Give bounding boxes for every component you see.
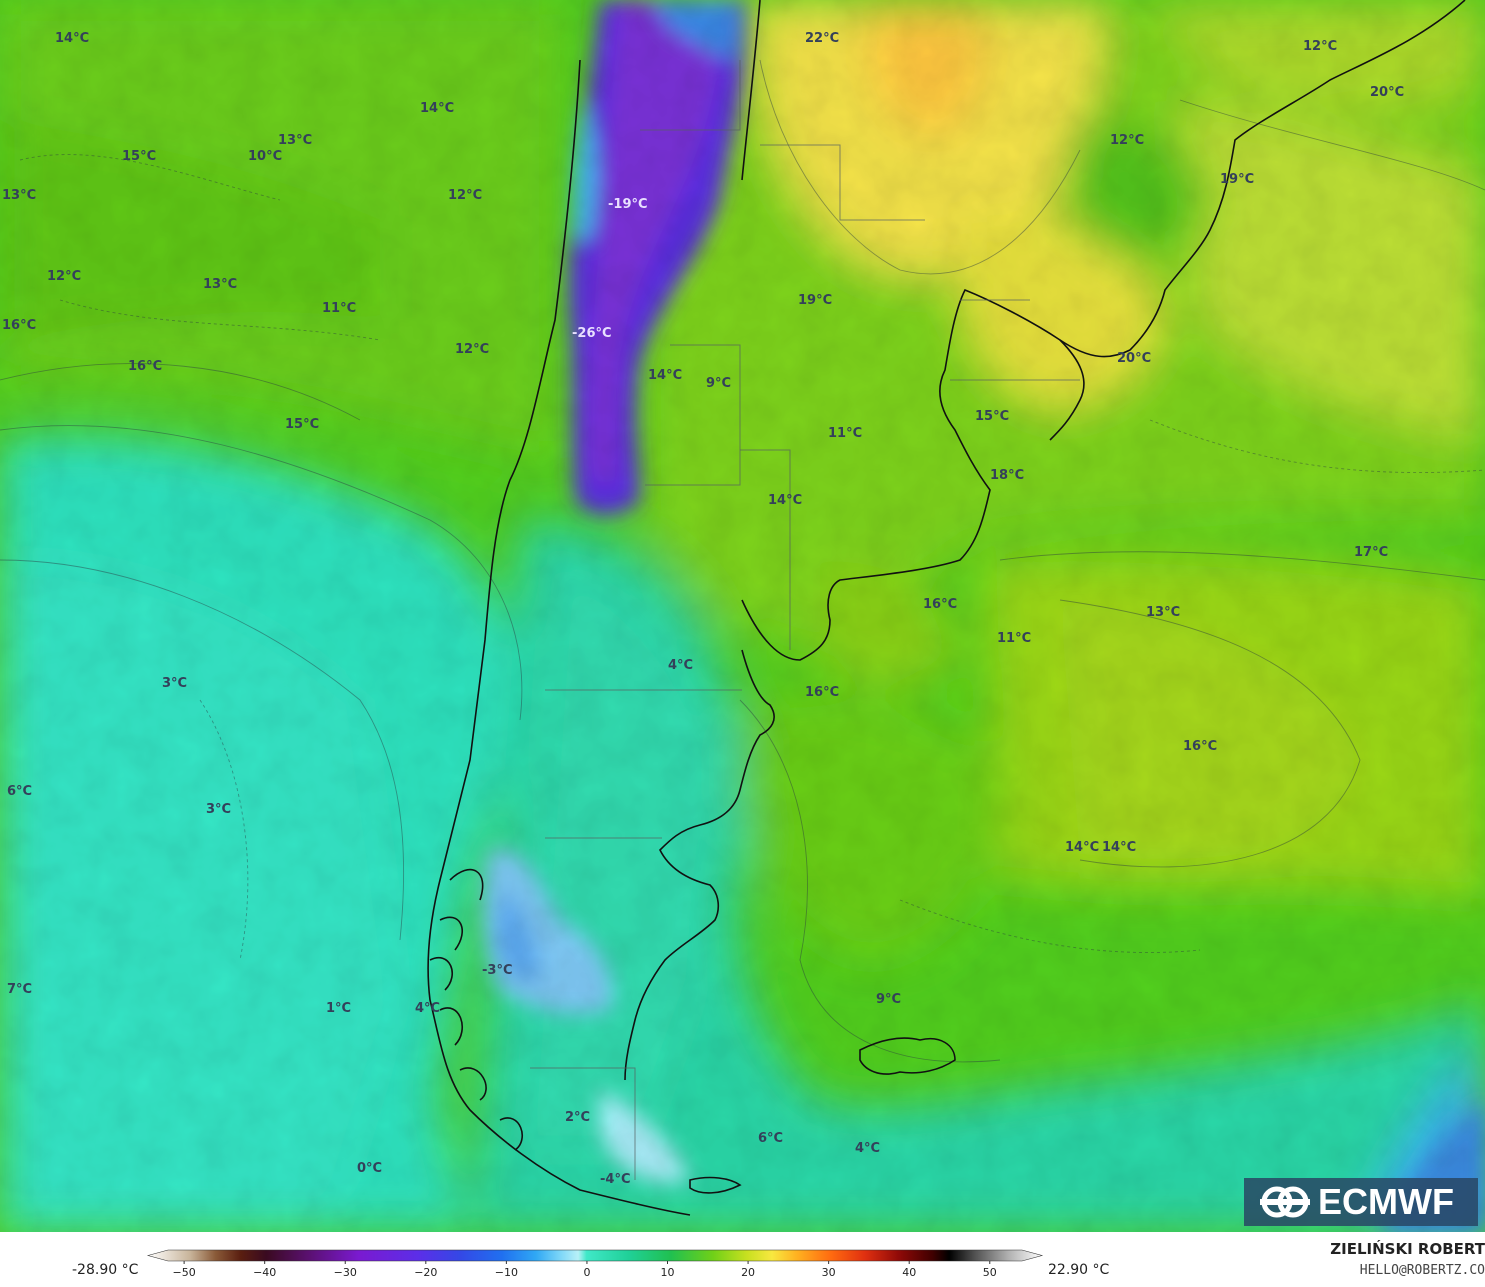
scale-tick-label: 50 — [983, 1266, 997, 1279]
temp-label: 20°C — [1117, 351, 1151, 366]
temp-label: 4°C — [415, 1001, 440, 1016]
temp-label: 16°C — [1183, 739, 1217, 754]
temp-label: 15°C — [975, 409, 1009, 424]
temp-label: 22°C — [805, 31, 839, 46]
temp-label: 1°C — [326, 1001, 351, 1016]
temp-label: 12°C — [47, 269, 81, 284]
temp-label: 10°C — [248, 149, 282, 164]
temp-label: 18°C — [990, 468, 1024, 483]
scale-tick-label: −50 — [173, 1266, 196, 1279]
ecmwf-logo: ECMWF — [1244, 1178, 1478, 1226]
temp-label: 20°C — [1370, 85, 1404, 100]
temp-label: 7°C — [7, 982, 32, 997]
temp-label: 13°C — [2, 188, 36, 203]
temperature-map: 14°C 14°C 13°C 15°C 10°C 13°C 12°C 12°C … — [0, 0, 1485, 1232]
temp-label: 3°C — [162, 676, 187, 691]
color-scale-bar: −50 −40 −30 −20 −10 0 10 20 30 40 50 — [146, 1249, 1044, 1279]
temp-label: 6°C — [7, 784, 32, 799]
color-scale-gradient — [146, 1249, 1044, 1262]
temp-label: 19°C — [1220, 172, 1254, 187]
temp-label: 11°C — [322, 301, 356, 316]
temp-label: 9°C — [706, 376, 731, 391]
temp-label: 16°C — [128, 359, 162, 374]
temp-label: 16°C — [923, 597, 957, 612]
temp-label: 14°C — [55, 31, 89, 46]
scale-tick-label: −30 — [334, 1266, 357, 1279]
ecmwf-logo-icon — [1260, 1186, 1310, 1218]
temp-label: 11°C — [828, 426, 862, 441]
temp-label: 14°C — [1102, 840, 1136, 855]
min-temperature-label: -28.90 °C — [72, 1262, 139, 1278]
temp-label: 12°C — [1303, 39, 1337, 54]
temp-label: 14°C — [768, 493, 802, 508]
province-borders — [530, 60, 1080, 1180]
temp-label: 3°C — [206, 802, 231, 817]
temp-label: -3°C — [482, 963, 512, 978]
scale-tick-label: 40 — [902, 1266, 916, 1279]
temp-label: 14°C — [1065, 840, 1099, 855]
temperature-field — [0, 0, 1485, 1232]
temp-label: 16°C — [2, 318, 36, 333]
temp-label: 12°C — [1110, 133, 1144, 148]
temp-label: 13°C — [203, 277, 237, 292]
temp-label: 9°C — [876, 992, 901, 1007]
temp-label: 11°C — [997, 631, 1031, 646]
temp-label: 13°C — [1146, 605, 1180, 620]
max-temperature-label: 22.90 °C — [1048, 1262, 1110, 1278]
temp-label: 12°C — [448, 188, 482, 203]
temp-label: -4°C — [600, 1172, 630, 1187]
temp-label: 15°C — [285, 417, 319, 432]
temp-label: 2°C — [565, 1110, 590, 1125]
scale-tick-label: 0 — [583, 1266, 590, 1279]
scale-tick-label: −20 — [414, 1266, 437, 1279]
temperature-labels: 14°C 14°C 13°C 15°C 10°C 13°C 12°C 12°C … — [2, 31, 1404, 1187]
temp-label: 13°C — [278, 133, 312, 148]
temp-label: 12°C — [455, 342, 489, 357]
temp-label: 14°C — [420, 101, 454, 116]
scale-tick-label: 30 — [822, 1266, 836, 1279]
isotherm-lines — [0, 59, 1485, 1063]
author-name: ZIELIŃSKI ROBERT — [1330, 1240, 1485, 1258]
temp-label: -19°C — [608, 197, 648, 212]
temp-label: 14°C — [648, 368, 682, 383]
temp-label: 0°C — [357, 1161, 382, 1176]
temp-label: 15°C — [122, 149, 156, 164]
temp-label: 6°C — [758, 1131, 783, 1146]
author-email: HELLO@ROBERTZ.CO — [1359, 1263, 1485, 1278]
temp-label: -26°C — [572, 326, 612, 341]
footer: −50 −40 −30 −20 −10 0 10 20 30 40 50 — [0, 1232, 1485, 1287]
scale-tick-label: 20 — [741, 1266, 755, 1279]
scale-tick-label: −10 — [495, 1266, 518, 1279]
temp-label: 16°C — [805, 685, 839, 700]
temp-label: 4°C — [668, 658, 693, 673]
scale-tick-label: 10 — [661, 1266, 675, 1279]
temp-label: 4°C — [855, 1141, 880, 1156]
logo-text: ECMWF — [1318, 1181, 1454, 1222]
coastlines — [427, 0, 1466, 1216]
temp-label: 17°C — [1354, 545, 1388, 560]
temp-label: 19°C — [798, 293, 832, 308]
scale-tick-label: −40 — [253, 1266, 276, 1279]
